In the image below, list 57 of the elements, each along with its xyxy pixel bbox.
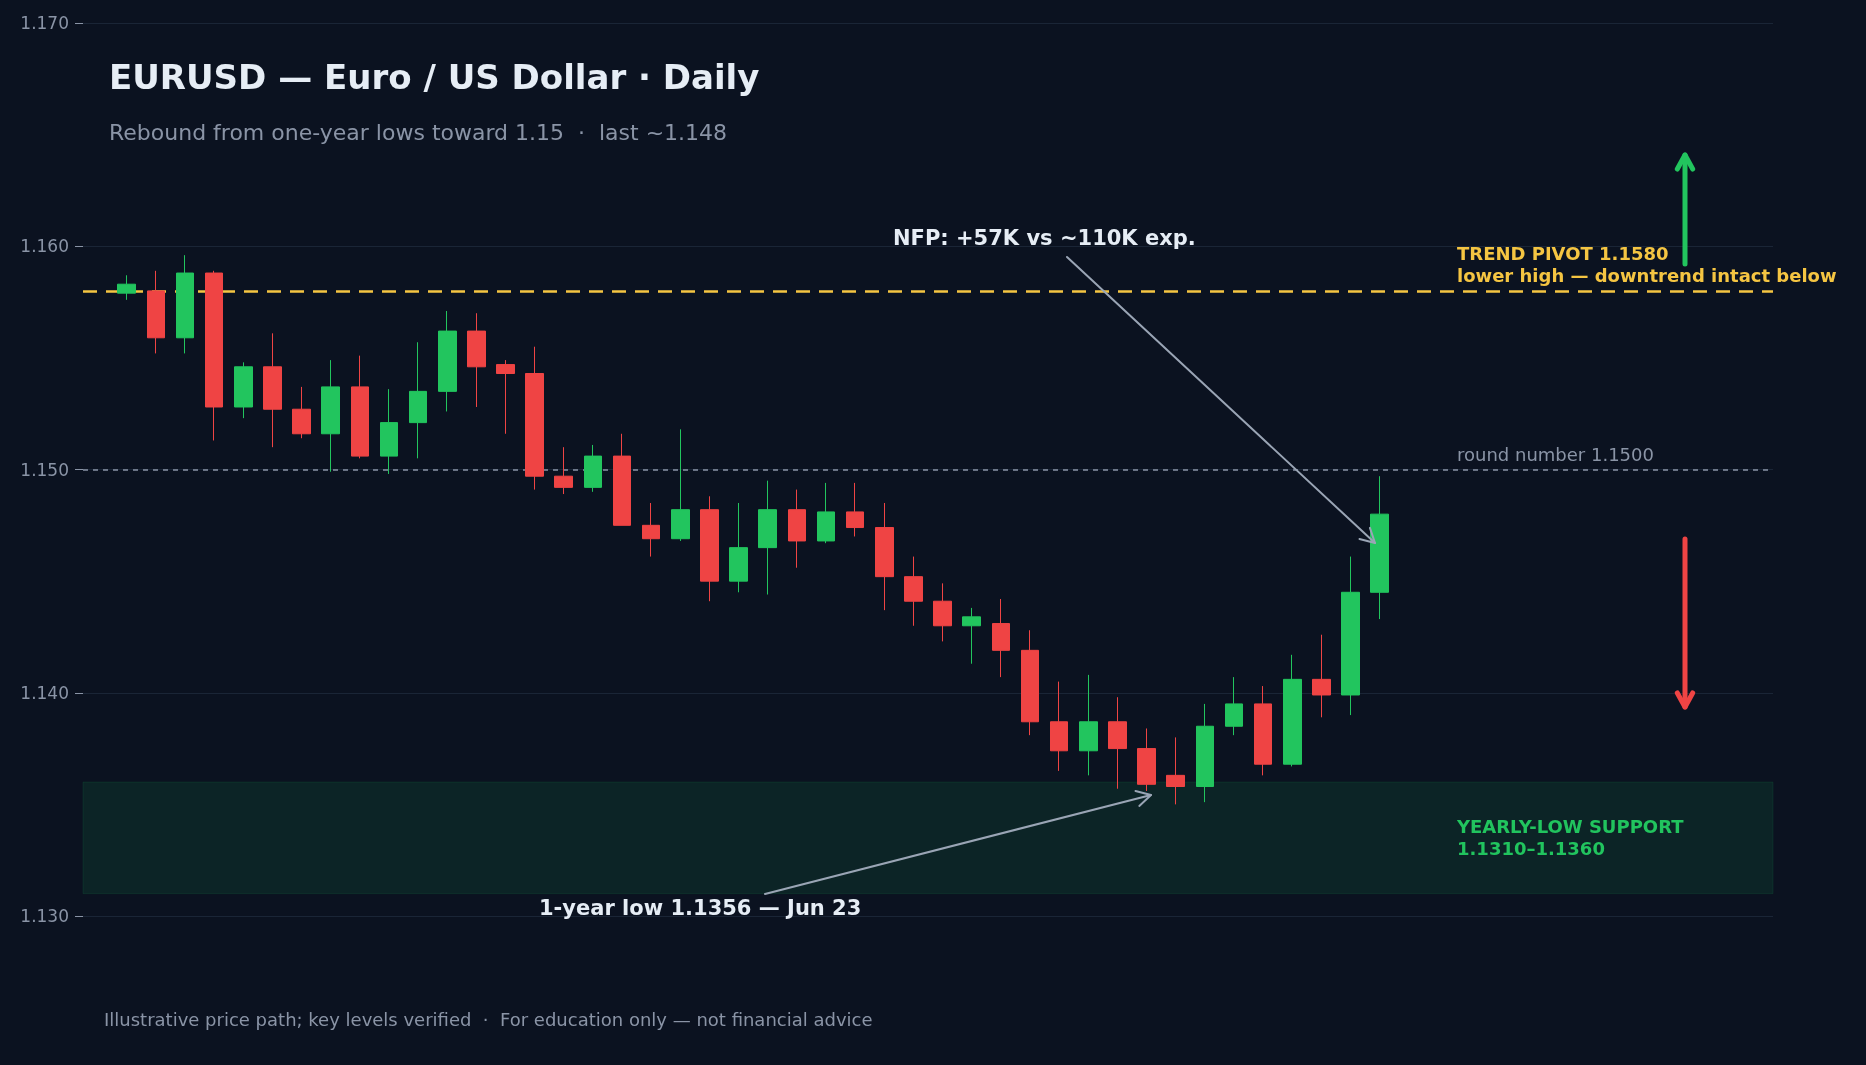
annotation: 1-year low 1.1356 — Jun 23 (539, 895, 862, 920)
candlestick (380, 388, 398, 475)
candlestick (729, 502, 748, 593)
y-tick-label: 1.170 (20, 13, 69, 33)
ref-line-label: round number 1.1500 (1457, 444, 1654, 465)
candlestick (554, 446, 573, 495)
candlestick (992, 598, 1010, 678)
candlestick (292, 386, 311, 439)
candlestick (409, 341, 427, 459)
candlestick (1341, 556, 1360, 716)
candlestick (1196, 703, 1214, 803)
candlestick (496, 359, 515, 435)
candlestick (1108, 696, 1127, 790)
candlestick (875, 502, 894, 611)
candlestick (1312, 634, 1331, 718)
candlestick (962, 607, 981, 665)
candlestick (758, 480, 777, 596)
candlestick (904, 556, 923, 627)
candlestick (613, 433, 631, 526)
y-tick-label: 1.150 (20, 459, 69, 480)
y-tick-label: 1.130 (20, 906, 69, 926)
candlestick (117, 274, 136, 301)
candlestick (1166, 736, 1185, 805)
text: EURUSD — Euro / US Dollar · Daily (109, 57, 760, 97)
candlestick (1079, 674, 1098, 776)
candlestick (933, 582, 952, 642)
candlestick (234, 361, 253, 419)
candlestick (351, 355, 369, 459)
annotation: NFP: +57K vs ~110K exp. (893, 225, 1196, 250)
candlestick (642, 502, 660, 558)
candlestick (846, 482, 864, 537)
candlestick (438, 310, 457, 412)
y-tick-label: 1.140 (20, 682, 69, 703)
candlestick (788, 489, 806, 569)
candlestick (1225, 676, 1243, 736)
candlestick (1137, 727, 1156, 792)
text: Rebound from one-year lows toward 1.15 · last ~1.148 (109, 119, 728, 145)
candlestick (1021, 629, 1039, 736)
candlestick (1370, 475, 1389, 620)
candlestick (700, 495, 719, 602)
ref-line-label: TREND PIVOT 1.1580 lower high — downtrend intact below (1457, 243, 1837, 287)
candlestick (817, 482, 835, 544)
candlestick (1283, 654, 1302, 767)
candlestick (525, 346, 544, 491)
candlestick (1050, 681, 1068, 772)
y-tick-label: 1.160 (20, 236, 69, 257)
candlestick (1254, 685, 1272, 776)
band-label: YEARLY-LOW SUPPORT 1.1310–1.1360 (1456, 816, 1685, 860)
candlestick (147, 270, 165, 354)
candlestick (584, 444, 602, 493)
candlestick (176, 254, 194, 354)
candlestick (263, 332, 282, 448)
candlestick (321, 359, 340, 473)
candlestick (671, 428, 690, 542)
candlestick (205, 270, 223, 441)
text: Illustrative price path; key levels verified · For education only — not financial advice (104, 1008, 873, 1030)
candlestick (467, 312, 486, 408)
